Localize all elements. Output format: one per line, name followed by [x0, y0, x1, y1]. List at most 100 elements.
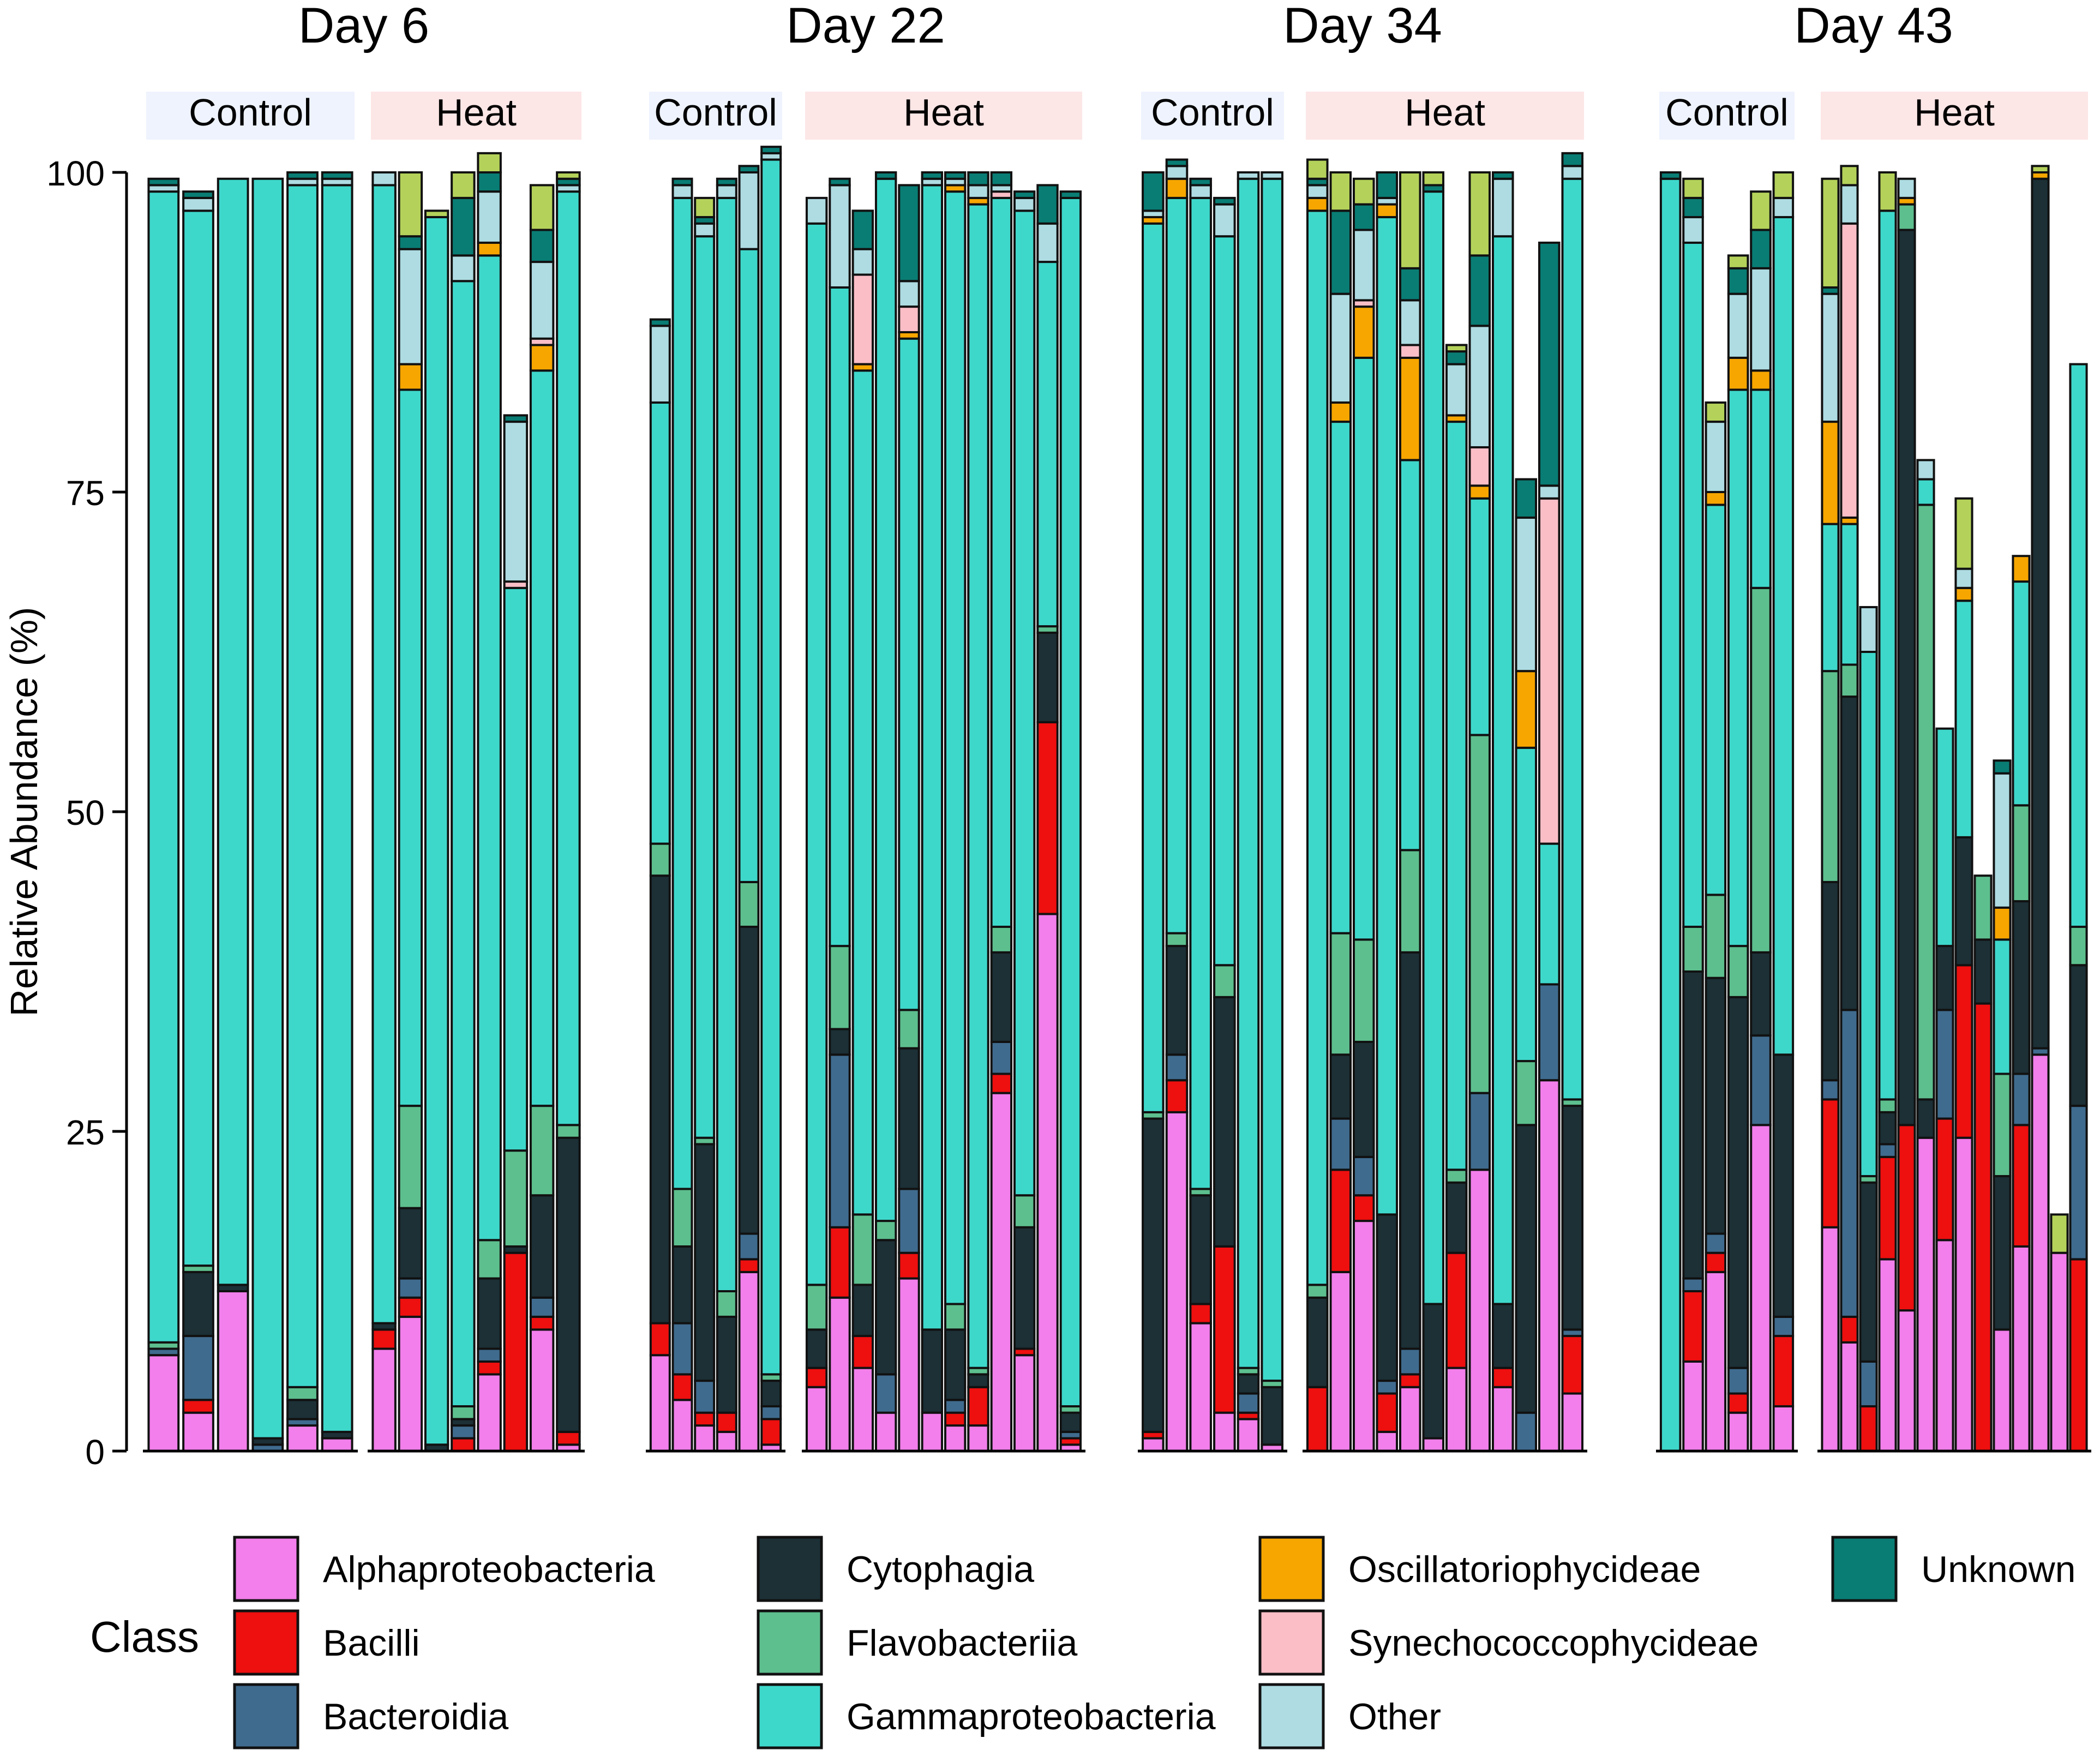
bar-segment	[1329, 401, 1352, 423]
bar-segment	[898, 337, 920, 1011]
bar-segment	[1897, 1309, 1916, 1452]
bar-segment	[477, 1347, 502, 1363]
bar-segment	[2012, 1124, 2031, 1248]
bar-segment	[1821, 1098, 1840, 1228]
bar-segment	[1897, 203, 1916, 231]
bar-segment	[760, 1405, 782, 1421]
bar-segment	[829, 177, 851, 187]
bar-segment	[1538, 842, 1561, 986]
bar-segment	[477, 241, 502, 257]
bar-segment	[1261, 171, 1283, 180]
bar-segment	[1142, 1117, 1165, 1433]
bar-segment	[921, 171, 944, 180]
bar-segment	[1682, 1290, 1704, 1363]
bar-segment	[898, 1009, 920, 1050]
bar-segment	[738, 171, 760, 250]
bar-segment	[1859, 651, 1878, 1178]
bar-segment	[694, 1380, 716, 1414]
bar-segment	[1859, 606, 1878, 653]
bar-segment	[694, 1424, 716, 1453]
bar-segment	[556, 1136, 581, 1433]
heat-header-box	[1306, 92, 1584, 140]
bar-segment	[1515, 1060, 1538, 1126]
bar-segment	[1659, 171, 1682, 180]
bar-segment	[398, 1105, 423, 1209]
bar-segment	[829, 1053, 851, 1228]
heat-header-box	[805, 92, 1082, 140]
day-title: Day 43	[1794, 0, 1953, 53]
bar-segment	[2069, 925, 2088, 967]
bar-segment	[1165, 158, 1189, 167]
bar-segment	[967, 184, 989, 199]
bar-segment	[760, 146, 782, 154]
bar-segment	[1165, 1053, 1189, 1082]
bar-segment	[503, 1149, 529, 1248]
bar-segment	[371, 184, 397, 1325]
bar-segment	[1059, 1411, 1082, 1433]
bar-segment	[1376, 203, 1399, 219]
bar-segment	[1897, 229, 1916, 1126]
bar-segment	[716, 1430, 737, 1453]
bar-segment	[1682, 1360, 1704, 1452]
bar-segment	[398, 1296, 423, 1318]
bar-segment	[1491, 1386, 1514, 1453]
bar-segment	[805, 1328, 828, 1369]
bar-segment	[529, 369, 555, 1107]
bar-segment	[477, 190, 502, 244]
bar-segment	[286, 1424, 319, 1453]
bar-segment	[1750, 586, 1772, 954]
bar-segment	[898, 184, 920, 283]
bar-segment	[1491, 1303, 1514, 1369]
bar-segment	[1165, 932, 1189, 948]
bar-segment	[874, 171, 897, 180]
bar-segment	[1329, 1270, 1352, 1453]
bar-segment	[1878, 1155, 1897, 1261]
bar-segment	[1897, 177, 1916, 199]
bar-segment	[990, 925, 1013, 954]
bar-segment	[2012, 1245, 2031, 1452]
bar-segment	[671, 1188, 693, 1248]
bar-segment	[1750, 229, 1772, 269]
bar-segment	[1772, 196, 1795, 219]
bar-segment	[990, 1092, 1013, 1453]
bar-segment	[1682, 196, 1704, 219]
y-tick-label: 100	[46, 154, 105, 193]
bar-segment	[1213, 1245, 1236, 1414]
bar-segment	[1352, 203, 1375, 231]
bar-segment	[1352, 1220, 1375, 1453]
bar-segment	[1329, 292, 1352, 404]
bar-segment	[182, 190, 214, 199]
bar-segment	[2050, 1213, 2069, 1254]
bar-segment	[1705, 1232, 1727, 1254]
bar-segment	[716, 196, 737, 1292]
bar-segment	[1376, 1380, 1399, 1395]
heat-header-label: Heat	[1405, 91, 1485, 134]
bar-segment	[990, 196, 1013, 928]
bar-segment	[990, 1040, 1013, 1075]
legend-title: Class	[90, 1613, 199, 1661]
bar-segment	[1954, 567, 1973, 589]
bar-segment	[1705, 894, 1727, 979]
bar-segment	[2069, 964, 2088, 1107]
heat-header-box	[371, 92, 581, 140]
bar-segment	[1468, 446, 1491, 487]
bar-segment	[371, 171, 397, 187]
bar-segment	[1213, 235, 1236, 967]
bar-segment	[1329, 932, 1352, 1056]
bar-segment	[1422, 190, 1445, 1305]
bar-segment	[738, 1270, 760, 1453]
bar-segment	[477, 254, 502, 1242]
bar-segment	[1036, 184, 1059, 225]
bar-segment	[1821, 880, 1840, 1082]
bar-segment	[2031, 165, 2050, 173]
bar-segment	[944, 1424, 967, 1453]
bar-segment	[944, 1303, 967, 1331]
legend-label: Flavobacteriia	[847, 1622, 1077, 1664]
bar-segment	[321, 171, 353, 180]
bar-segment	[529, 229, 555, 263]
bar-segment	[1515, 670, 1538, 749]
bar-segment	[805, 1284, 828, 1331]
bar-segment	[1750, 388, 1772, 589]
bar-segment	[1399, 1347, 1421, 1376]
bar-segment	[738, 1232, 760, 1261]
